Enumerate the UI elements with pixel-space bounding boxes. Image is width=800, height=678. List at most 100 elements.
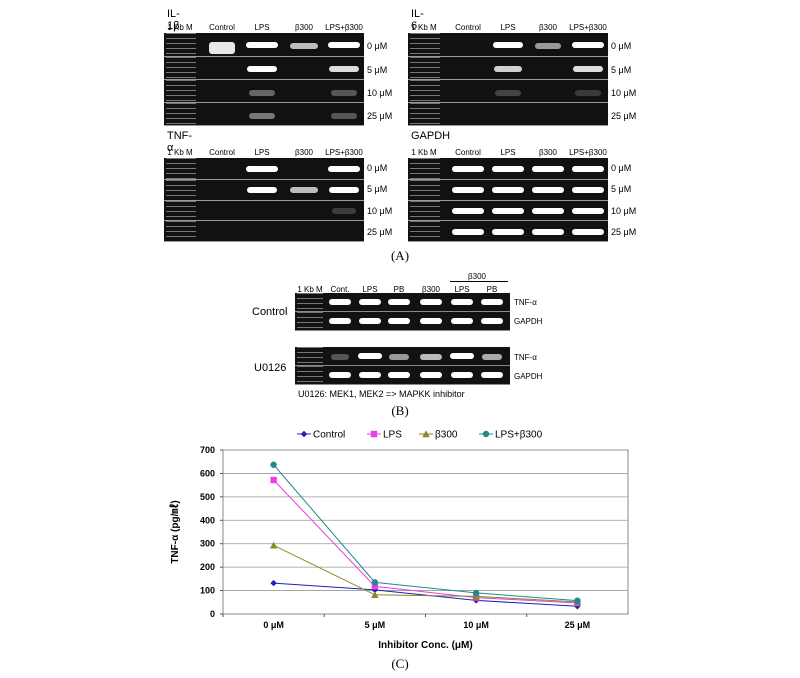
- y-tick-label: 300: [200, 539, 215, 549]
- row-label: GAPDH: [514, 372, 543, 381]
- legend-item: Control: [297, 430, 345, 441]
- lane-label: PB: [486, 285, 498, 294]
- data-point: [482, 430, 490, 438]
- ladder-label: 1 Kb M: [167, 148, 193, 157]
- ladder-label: 1 Kb M: [411, 148, 437, 157]
- gel-row: [164, 221, 364, 242]
- gel-image: [295, 347, 510, 385]
- gel-image: [295, 293, 510, 331]
- lane-label: Control: [455, 148, 481, 157]
- x-tick-label: 5 μM: [365, 620, 386, 630]
- gel-row: [408, 80, 608, 103]
- gel-row: [408, 103, 608, 126]
- lane-label: LPS: [254, 148, 270, 157]
- gel-row: [295, 293, 510, 312]
- panel-label-a: (A): [390, 248, 410, 263]
- line-chart: Control LPS β300 LPS+β300 0 100 200 300 400 500 6…: [169, 430, 629, 651]
- gel-image: [164, 158, 364, 242]
- row-label: 5 μM: [367, 65, 388, 75]
- lane-label: PB: [393, 285, 405, 294]
- lane-label: Cont.: [330, 285, 350, 294]
- data-point: [270, 579, 277, 587]
- data-point: [270, 476, 277, 484]
- gel-image: [408, 158, 608, 242]
- gel-row: [164, 201, 364, 221]
- gel-title: TNF-α: [167, 130, 193, 154]
- lane-label: β300: [422, 285, 440, 294]
- y-tick-label: 200: [200, 562, 215, 572]
- row-label: 0 μM: [367, 41, 388, 51]
- gel-image: [164, 33, 364, 126]
- gel-row: [408, 158, 608, 180]
- lane-label: β300: [295, 148, 313, 157]
- series-LPS+β300: [270, 461, 581, 604]
- gel-row: [164, 103, 364, 126]
- gel-row: [164, 158, 364, 180]
- lane-label: LPS+β300: [325, 148, 363, 157]
- gel-row: [408, 201, 608, 221]
- data-point: [472, 592, 480, 600]
- gel-row: [408, 57, 608, 80]
- gel-title: IL-6: [411, 8, 424, 32]
- gel-row: [295, 312, 510, 331]
- lane-label: β300: [539, 23, 557, 32]
- gel-row: [408, 33, 608, 57]
- inhibitor-note: U0126: MEK1, MEK2 => MAPKK inhibitor: [298, 389, 465, 399]
- x-tick-label: 25 μM: [565, 620, 591, 630]
- row-label: 5 μM: [611, 184, 632, 194]
- row-label: 5 μM: [367, 184, 388, 194]
- lane-label: β300: [539, 148, 557, 157]
- y-tick-label: 100: [200, 586, 215, 596]
- row-label: GAPDH: [514, 317, 543, 326]
- gel-row: [164, 80, 364, 103]
- lane-label: LPS: [454, 285, 470, 294]
- gel-row: [295, 366, 510, 385]
- y-tick-label: 500: [200, 492, 215, 502]
- lane-label: LPS: [254, 23, 270, 32]
- lane-label: Control: [209, 148, 235, 157]
- gel-title: IL-1β: [167, 8, 180, 32]
- series-line: [273, 479, 578, 604]
- data-point: [472, 589, 480, 597]
- data-point: [371, 586, 379, 594]
- row-label: 10 μM: [611, 88, 637, 98]
- row-label: TNF-α: [514, 298, 537, 307]
- row-label: 10 μM: [367, 88, 393, 98]
- gel-row: [164, 33, 364, 57]
- legend-item: β300: [419, 430, 458, 441]
- group-bracket: [450, 281, 508, 282]
- series-line: [273, 544, 578, 603]
- row-label: 5 μM: [611, 65, 632, 75]
- legend-label: β300: [435, 430, 458, 441]
- row-label: 0 μM: [611, 41, 632, 51]
- block-label: Control: [252, 306, 288, 318]
- data-point: [422, 430, 430, 438]
- data-point: [270, 461, 277, 468]
- ladder-label: 1 Kb M: [167, 23, 193, 32]
- lane-label: LPS: [500, 148, 516, 157]
- lane-label: Control: [455, 23, 481, 32]
- legend-label: LPS: [383, 430, 402, 441]
- lane-label: LPS: [500, 23, 516, 32]
- lane-label: LPS+β300: [569, 148, 607, 157]
- gel-row: [408, 180, 608, 201]
- y-tick-label: 400: [200, 515, 215, 525]
- y-axis-label: TNF-α (pg/㎖): [169, 500, 181, 563]
- y-tick-label: 700: [200, 445, 215, 455]
- data-point: [370, 430, 378, 438]
- lane-label: LPS+β300: [569, 23, 607, 32]
- data-point: [269, 541, 278, 549]
- data-point: [300, 430, 308, 438]
- row-label: 10 μM: [367, 206, 393, 216]
- row-label: 25 μM: [611, 111, 637, 121]
- y-tick-label: 600: [200, 468, 215, 478]
- lane-label: Control: [209, 23, 235, 32]
- lane-label: β300: [295, 23, 313, 32]
- row-label: 25 μM: [367, 111, 393, 121]
- legend-label: LPS+β300: [495, 430, 543, 441]
- panel-label-c: (C): [391, 656, 409, 671]
- data-point: [371, 591, 379, 598]
- panel-label-b: (B): [391, 403, 409, 418]
- ladder-label: 1 Kb M: [411, 23, 437, 32]
- data-point: [371, 583, 379, 590]
